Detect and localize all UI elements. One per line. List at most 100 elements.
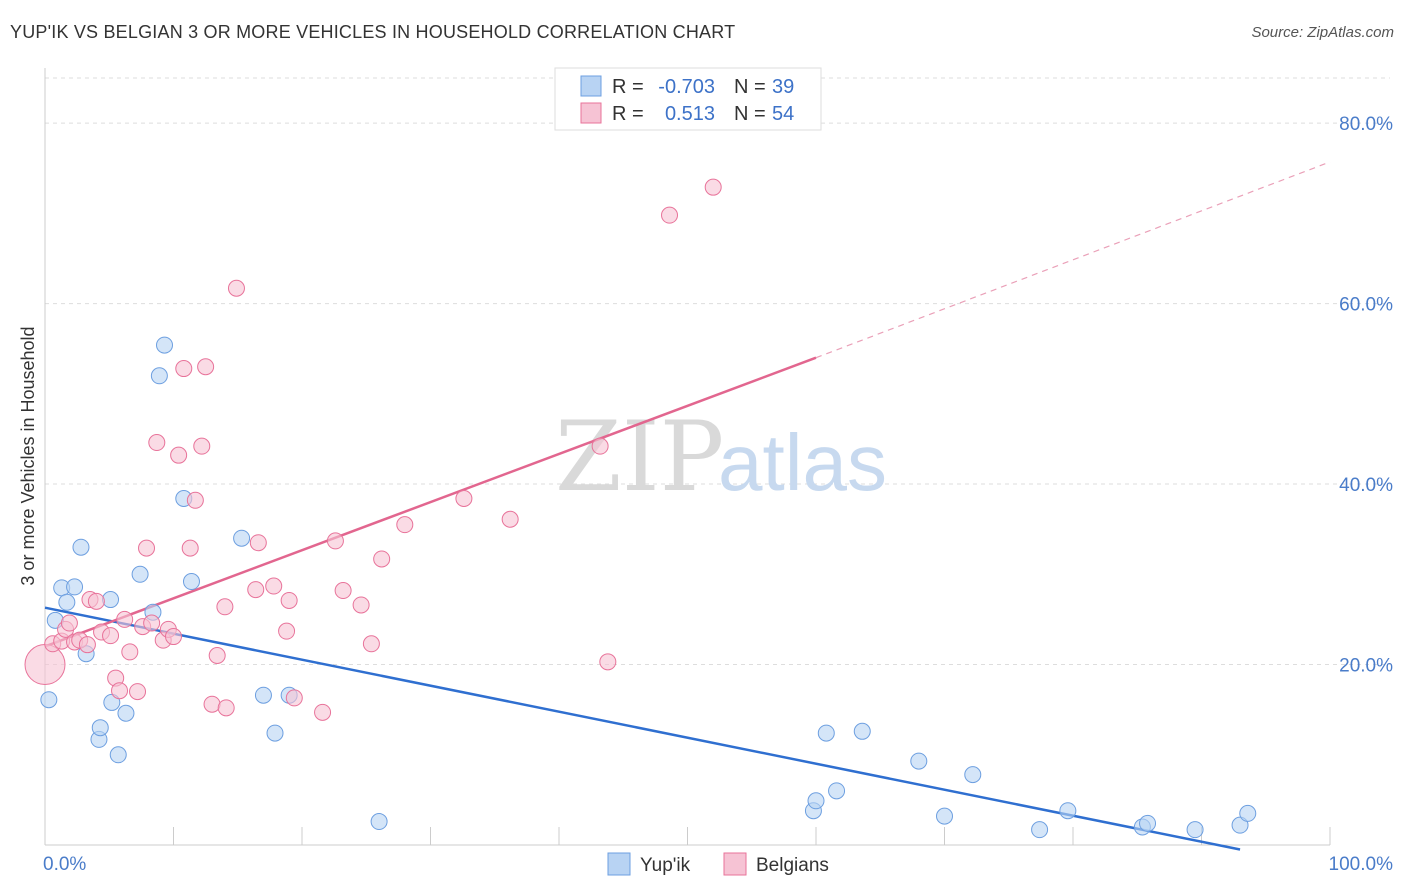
point-yupik	[1139, 814, 1157, 832]
point-belgians	[208, 647, 226, 665]
point-belgians	[326, 532, 344, 550]
y-tick-label: 60.0%	[1339, 295, 1393, 316]
point-belgians	[102, 627, 120, 645]
point-yupik	[102, 591, 120, 609]
watermark-atlas: atlas	[718, 418, 887, 507]
point-belgians	[203, 695, 221, 713]
data-points	[24, 178, 1257, 839]
point-belgians	[334, 582, 352, 600]
trend-extension-belgians	[815, 161, 1331, 359]
point-yupik	[156, 336, 174, 354]
point-yupik	[266, 724, 284, 742]
point-belgians	[216, 598, 234, 616]
trend-line-belgians	[44, 356, 817, 648]
point-belgians	[278, 622, 296, 640]
point-yupik	[1231, 816, 1249, 834]
series-legend-swatch-belgians	[723, 852, 747, 876]
point-belgians	[60, 614, 78, 632]
point-belgians	[193, 437, 211, 455]
point-yupik	[58, 593, 76, 611]
point-yupik	[853, 722, 871, 740]
point-yupik	[964, 766, 982, 784]
point-belgians	[227, 279, 245, 297]
y-axis-title: 3 or more Vehicles in Household	[18, 326, 38, 585]
point-belgians	[186, 491, 204, 509]
point-yupik	[109, 746, 127, 764]
point-belgians	[501, 510, 519, 528]
y-tick-label: 80.0%	[1339, 114, 1393, 135]
point-yupik	[1186, 821, 1204, 839]
point-belgians	[249, 534, 267, 552]
legend-swatch-belgians	[580, 102, 602, 124]
point-yupik	[910, 752, 928, 770]
point-belgians	[165, 628, 182, 646]
point-belgians	[247, 581, 265, 599]
point-yupik	[72, 538, 90, 556]
point-yupik	[103, 693, 121, 711]
point-belgians	[181, 539, 199, 557]
point-belgians	[362, 635, 380, 653]
point-yupik	[40, 691, 58, 709]
series-legend-label-belgians: Belgians	[756, 855, 829, 876]
legend-n-value-1: 54	[772, 103, 794, 125]
trend-lines	[44, 161, 1331, 851]
legend-r-value-1: 0.513	[665, 103, 715, 125]
point-yupik	[936, 807, 953, 825]
point-belgians	[175, 360, 193, 378]
watermark: ZIP atlas	[555, 401, 887, 513]
legend-r-label-0: R =	[612, 76, 644, 98]
point-yupik	[131, 565, 149, 583]
point-belgians	[121, 643, 139, 661]
legend-r-value-0: -0.703	[658, 76, 715, 98]
tick-labels: 20.0% 40.0% 60.0% 80.0% 0.0% 100.0%	[43, 114, 1393, 875]
point-belgians	[170, 446, 188, 464]
point-yupik	[1059, 802, 1077, 820]
x-tick-label: 0.0%	[43, 854, 86, 875]
point-belgians	[24, 644, 66, 686]
point-yupik	[233, 529, 251, 547]
legend-n-value-0: 39	[772, 76, 794, 98]
watermark-zip: ZIP	[555, 401, 724, 513]
point-yupik	[1239, 804, 1257, 822]
point-yupik	[117, 704, 135, 722]
point-belgians	[78, 636, 96, 654]
point-belgians	[143, 614, 161, 632]
point-belgians	[591, 437, 609, 455]
legend-r-label-1: R =	[612, 103, 644, 125]
gridlines	[45, 77, 1390, 666]
axes	[44, 68, 1331, 846]
point-yupik	[828, 782, 846, 800]
point-yupik	[150, 367, 168, 385]
legend-n-label-0: N =	[734, 76, 766, 98]
point-yupik	[182, 573, 200, 591]
correlation-legend: R = -0.703 N = 39 R = 0.513 N = 54	[554, 67, 822, 131]
point-belgians	[148, 434, 166, 452]
point-belgians	[352, 596, 370, 614]
legend-n-label-1: N =	[734, 103, 766, 125]
point-belgians	[373, 550, 391, 568]
point-belgians	[396, 516, 414, 534]
point-belgians	[599, 653, 617, 671]
point-belgians	[314, 703, 332, 721]
point-yupik	[91, 719, 109, 737]
point-belgians	[265, 577, 283, 595]
point-belgians	[129, 683, 147, 701]
point-belgians	[138, 539, 156, 557]
chart-source: Source: ZipAtlas.com	[1251, 24, 1394, 41]
point-belgians	[455, 489, 473, 507]
point-yupik	[370, 813, 388, 831]
point-yupik	[66, 578, 84, 596]
point-belgians	[661, 206, 679, 224]
point-yupik	[254, 686, 272, 704]
point-belgians	[280, 591, 298, 609]
series-legend-label-yupik: Yup'ik	[640, 855, 691, 876]
x-tick-label: 100.0%	[1329, 854, 1394, 875]
point-belgians	[87, 592, 105, 610]
point-yupik	[1031, 821, 1049, 839]
point-belgians	[285, 689, 303, 707]
point-yupik	[807, 792, 825, 810]
y-tick-label: 40.0%	[1339, 475, 1393, 496]
point-belgians	[116, 610, 134, 628]
trend-line-yupik	[44, 606, 1241, 851]
